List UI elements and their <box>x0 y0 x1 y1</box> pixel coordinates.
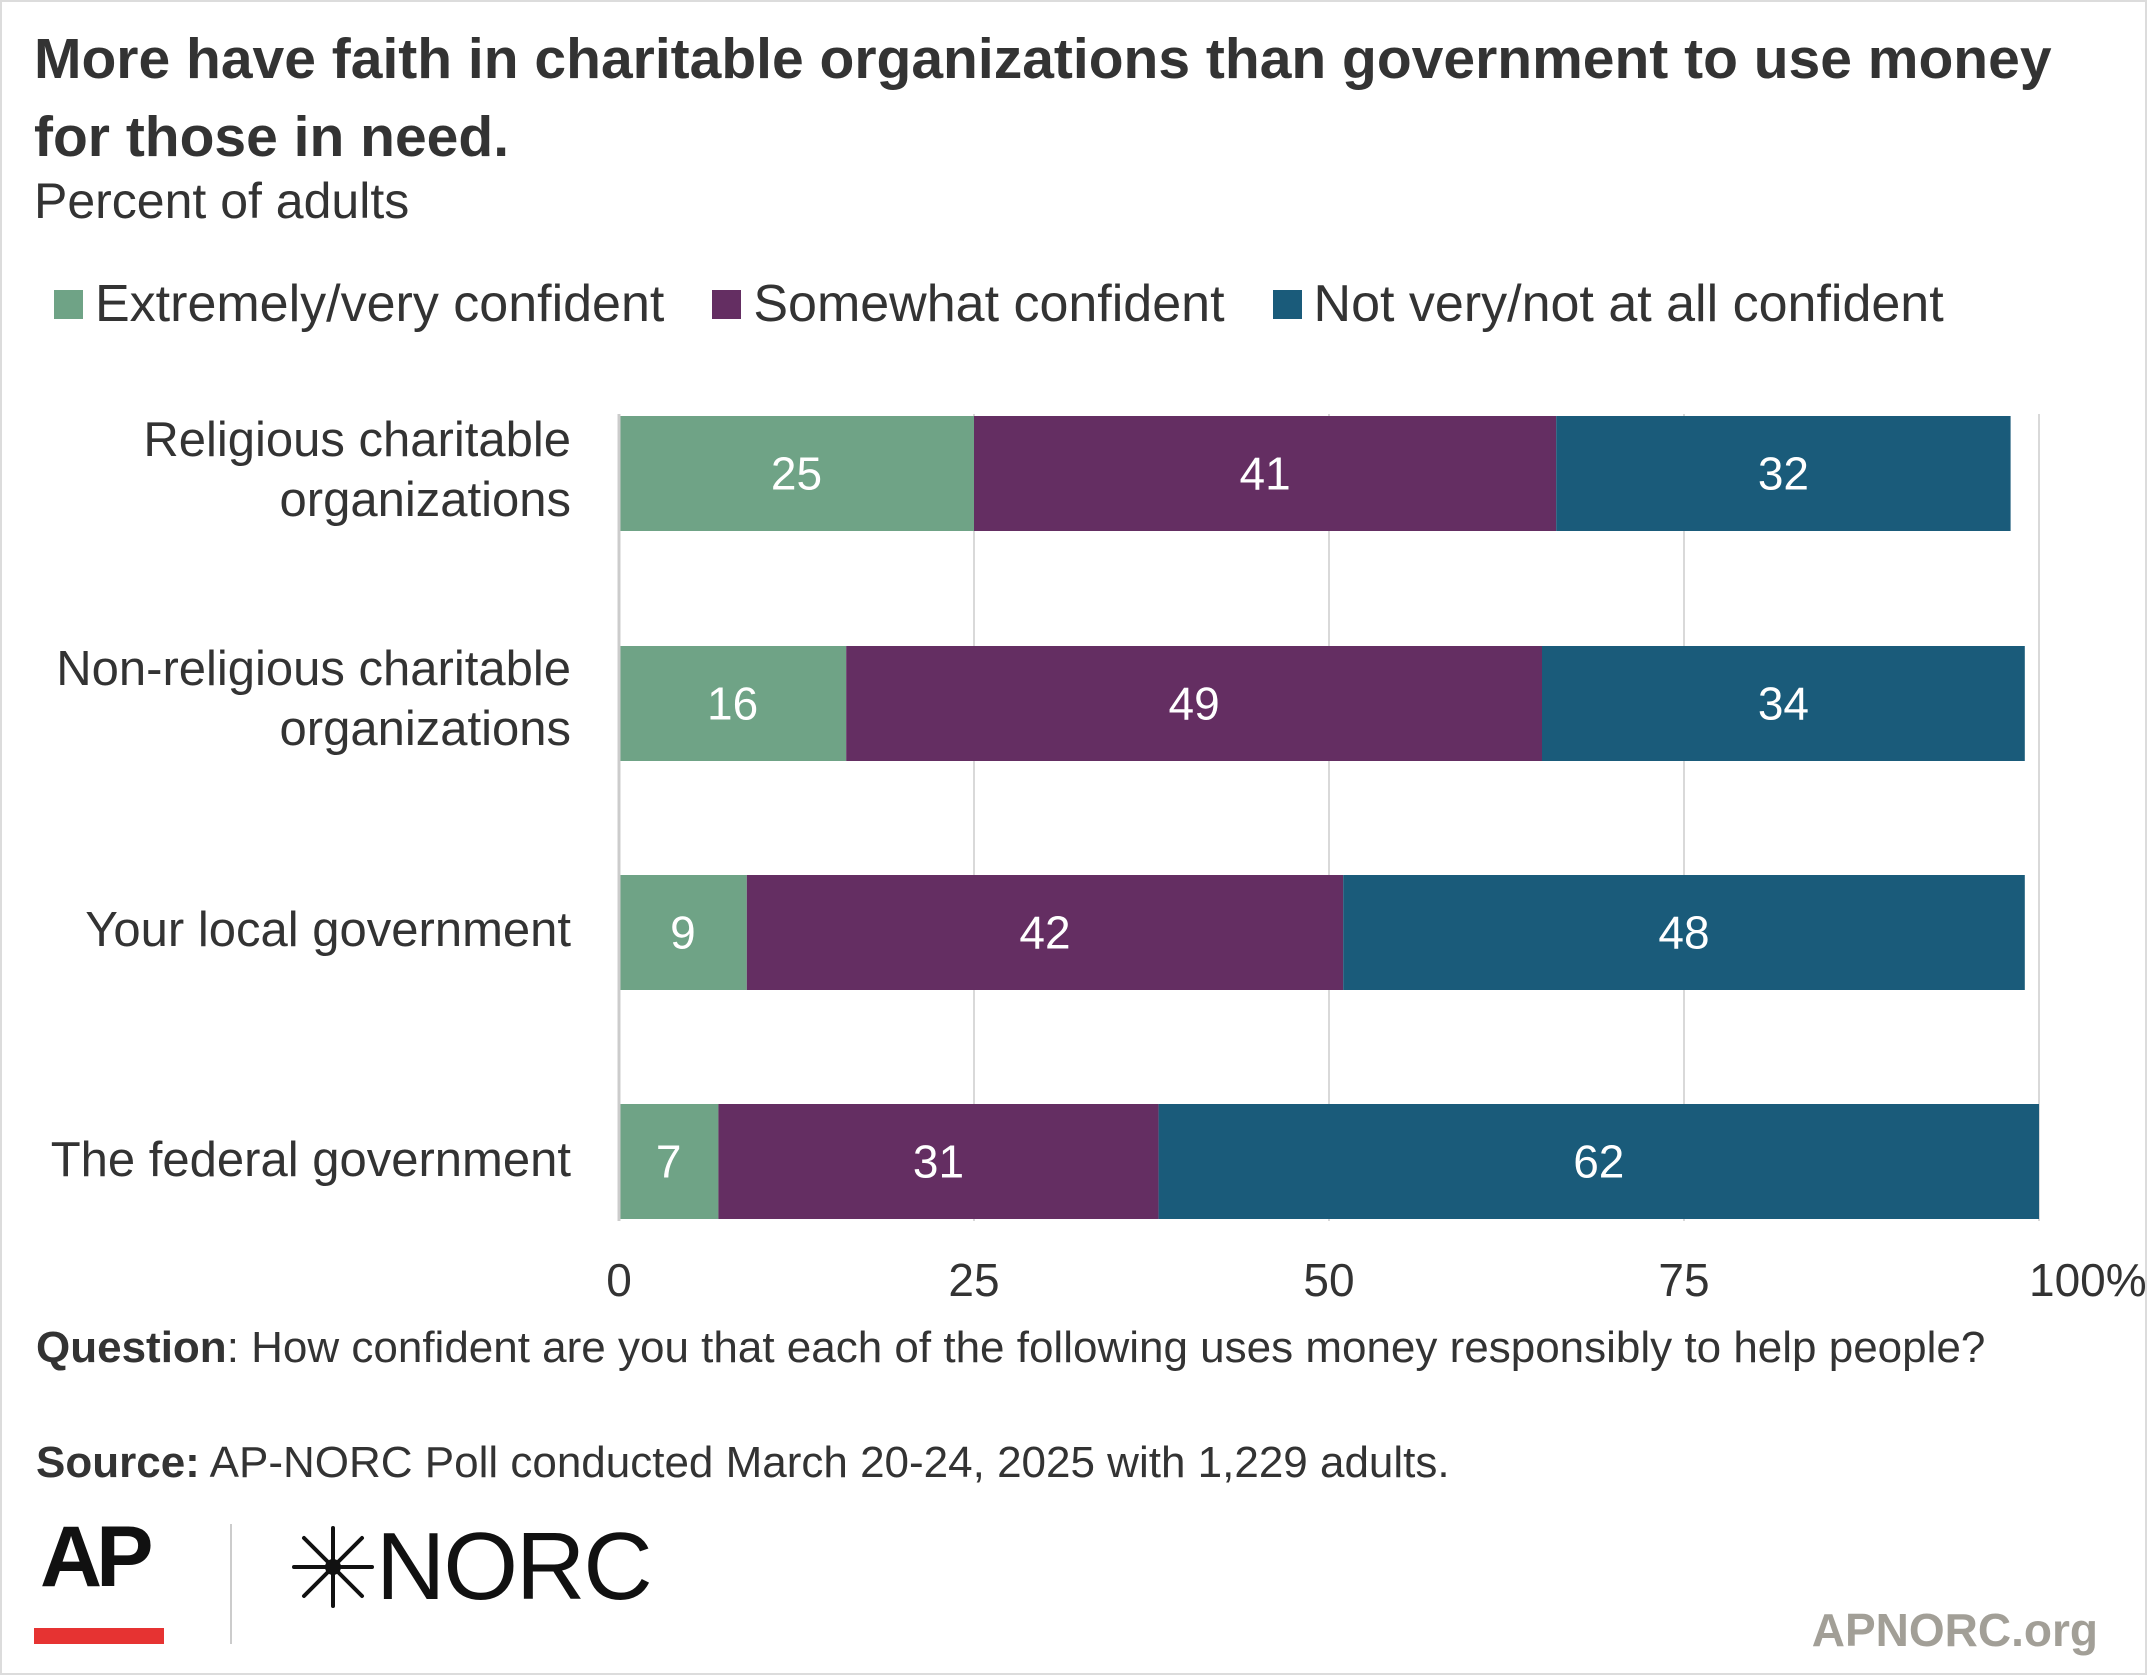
bar-segment-extremely-very <box>619 646 847 761</box>
source-label: Source: <box>36 1438 200 1487</box>
bar-chart-plot: 25 41 32 16 49 34 9 42 48 7 31 62 0 25 50 75 100% <box>606 414 2147 1306</box>
legend-swatch-extremely-very <box>54 289 83 319</box>
category-label-local-government: Your local government <box>85 903 571 957</box>
bar-segment-extremely-very <box>619 1104 719 1219</box>
logo-divider <box>230 1524 232 1644</box>
legend-label-extremely-very: Extremely/very confident <box>95 275 665 333</box>
bar-value-label: 32 <box>1758 448 1809 500</box>
bar-value-label: 48 <box>1658 907 1709 959</box>
bar-value-label: 62 <box>1573 1136 1624 1188</box>
source-note: Source: AP-NORC Poll conducted March 20-… <box>36 1434 2096 1492</box>
question-note: Question: How confident are you that eac… <box>36 1319 2096 1377</box>
chart-title: More have faith in charitable organizati… <box>34 27 2052 169</box>
x-tick-label: 50 <box>1303 1254 1354 1306</box>
x-tick-label: 0 <box>606 1254 632 1306</box>
bar-segment-not-very <box>1556 416 2011 531</box>
bar-segment-somewhat <box>746 875 1344 990</box>
bar-segment-not-very <box>1542 646 2025 761</box>
bar-value-label: 9 <box>670 907 696 959</box>
bar-value-label: 7 <box>656 1136 682 1188</box>
bar-value-label: 41 <box>1240 448 1291 500</box>
legend-item-not-very: Not very/not at all confident <box>1272 274 1944 334</box>
bar-segment-not-very <box>1343 875 2025 990</box>
source-text: AP-NORC Poll conducted March 20-24, 2025… <box>199 1438 1450 1487</box>
x-tick-label: 75 <box>1658 1254 1709 1306</box>
bar-value-label: 34 <box>1758 678 1809 730</box>
chart-subtitle: Percent of adults <box>34 173 410 229</box>
ap-logo: AP <box>40 1509 153 1605</box>
norc-star-icon <box>292 1526 374 1608</box>
bar-segment-extremely-very <box>619 875 747 990</box>
x-tick-label: 25 <box>948 1254 999 1306</box>
legend-swatch-somewhat <box>712 289 742 319</box>
bar-value-label: 49 <box>1169 678 1220 730</box>
bar-segment-not-very <box>1158 1104 2039 1219</box>
question-label: Question <box>36 1323 227 1372</box>
bar-value-label: 25 <box>771 448 822 500</box>
bar-value-label: 16 <box>707 678 758 730</box>
legend-label-not-very: Not very/not at all confident <box>1313 275 1944 333</box>
category-label-non-religious: Non-religious charitable organizations <box>56 642 571 756</box>
norc-logo: NORC <box>290 1512 653 1622</box>
bar-segment-extremely-very <box>619 416 974 531</box>
bar-segment-somewhat <box>718 1104 1159 1219</box>
site-url: APNORC.org <box>1811 1604 2098 1656</box>
bar-value-label: 42 <box>1019 907 1070 959</box>
category-label-federal-government: The federal government <box>50 1133 571 1187</box>
norc-logo-text: NORC <box>376 1513 653 1620</box>
bar-segment-somewhat <box>974 416 1557 531</box>
ap-logo-underline <box>34 1628 164 1644</box>
bar-segment-somewhat <box>846 646 1542 761</box>
legend-label-somewhat: Somewhat confident <box>753 275 1225 333</box>
question-text: : How confident are you that each of the… <box>226 1323 1986 1372</box>
legend-item-extremely-very: Extremely/very confident <box>54 274 664 334</box>
legend-item-somewhat: Somewhat confident <box>712 274 1225 334</box>
category-label-religious: Religious charitable organizations <box>143 413 571 527</box>
x-tick-label: 100% <box>2029 1254 2147 1306</box>
bar-value-label: 31 <box>913 1136 964 1188</box>
legend: Extremely/very confident Somewhat confid… <box>54 274 1944 334</box>
legend-swatch-not-very <box>1272 289 1302 319</box>
